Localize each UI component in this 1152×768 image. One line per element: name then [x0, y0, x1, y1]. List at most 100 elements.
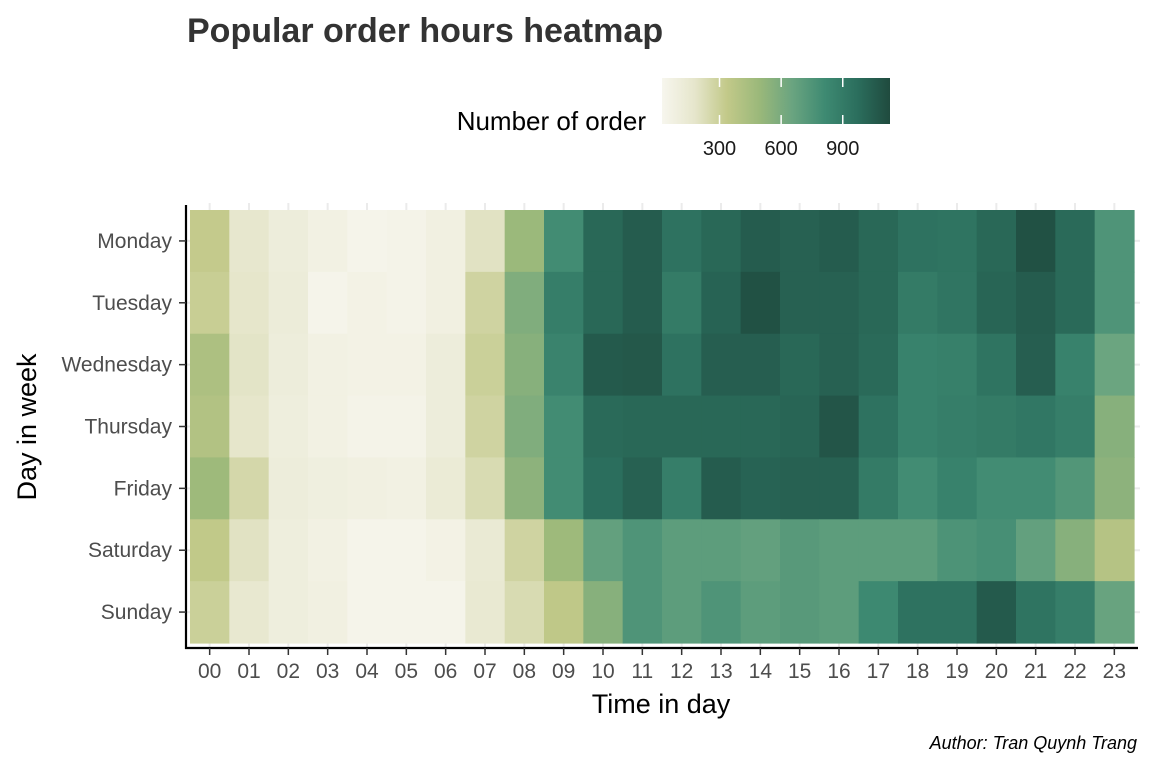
x-tick-label: 02 [277, 660, 300, 683]
heatmap-cell [583, 581, 624, 644]
heatmap-cell [701, 581, 742, 644]
heatmap-cell [268, 210, 309, 273]
heatmap-cell [1094, 395, 1135, 459]
heatmap-cell [780, 395, 820, 459]
x-axis-title: Time in day [592, 689, 731, 719]
heatmap-cell [544, 581, 584, 644]
heatmap-cell [504, 519, 545, 582]
heatmap-cell [976, 457, 1017, 520]
x-tick-label: 09 [552, 660, 575, 683]
heatmap-cell [308, 457, 348, 520]
heatmap-cell [426, 210, 466, 273]
heatmap-cell [858, 395, 899, 459]
x-tick-label: 23 [1103, 660, 1126, 683]
heatmap-cell [308, 333, 348, 397]
heatmap-cell [662, 333, 702, 397]
heatmap-cell [701, 333, 742, 397]
heatmap-cell [662, 581, 702, 644]
heatmap-cell [268, 581, 309, 644]
legend-tick-label: 900 [826, 138, 859, 160]
heatmap-cell [780, 210, 820, 273]
heatmap-cell [308, 519, 348, 582]
heatmap-cell [229, 457, 270, 520]
heatmap-cell [504, 210, 545, 273]
heatmap-cell [858, 581, 899, 644]
x-tick-label: 13 [709, 660, 732, 683]
heatmap-cell [740, 581, 781, 644]
heatmap-cell [347, 271, 388, 335]
x-tick-label: 00 [198, 660, 221, 683]
heatmap-cell [976, 271, 1017, 335]
heatmap-cell [858, 210, 899, 273]
heatmap-cell [740, 271, 781, 335]
y-axis-title: Day in week [12, 353, 42, 501]
heatmap-cell [858, 457, 899, 520]
heatmap-cell [544, 210, 584, 273]
heatmap-cell [190, 395, 230, 459]
heatmap-cell [268, 457, 309, 520]
heatmap-cell [740, 210, 781, 273]
heatmap-cell [976, 581, 1017, 644]
heatmap-cell [898, 210, 938, 273]
heatmap-cell [190, 581, 230, 644]
heatmap-cell [662, 395, 702, 459]
heatmap-cell [858, 519, 899, 582]
heatmap-cell [740, 457, 781, 520]
heatmap-cell [583, 333, 624, 397]
legend-tick-label: 600 [764, 138, 797, 160]
x-tick-label: 12 [670, 660, 693, 683]
chart-title: Popular order hours heatmap [187, 12, 663, 50]
heatmap-cell [662, 457, 702, 520]
x-tick-label: 03 [316, 660, 339, 683]
heatmap-cell [1055, 457, 1096, 520]
heatmap-cell [1055, 519, 1096, 582]
x-tick-label: 15 [788, 660, 811, 683]
heatmap-cell [898, 581, 938, 644]
heatmap-cell [780, 457, 820, 520]
heatmap-cell [740, 333, 781, 397]
heatmap-cell [819, 395, 860, 459]
heatmap-cell [1016, 581, 1056, 644]
heatmap-cell [229, 519, 270, 582]
heatmap-cell [190, 519, 230, 582]
y-axis-ticks: Monday Tuesday Wednesday Thursday Friday Satu… [61, 230, 186, 624]
heatmap-cell [898, 271, 938, 335]
heatmap-cell [1094, 519, 1135, 582]
heatmap-cell [229, 271, 270, 335]
x-tick-label: 19 [945, 660, 968, 683]
heatmap-cell [544, 271, 584, 335]
heatmap-cell [583, 457, 624, 520]
heatmap-cell [465, 333, 506, 397]
heatmap-cell [544, 519, 584, 582]
heatmap-cell [622, 395, 663, 459]
heatmap-cell [937, 210, 978, 273]
heatmap-cell [622, 581, 663, 644]
x-tick-label: 16 [827, 660, 850, 683]
heatmap-cell [1055, 395, 1096, 459]
heatmap-cell [622, 333, 663, 397]
heatmap-cell [465, 581, 506, 644]
heatmap-cell [740, 519, 781, 582]
heatmap-cell [898, 395, 938, 459]
heatmap-cell [701, 395, 742, 459]
heatmap-cell [268, 395, 309, 459]
x-tick-label: 20 [985, 660, 1008, 683]
heatmap-cell [308, 210, 348, 273]
heatmap-cell [819, 271, 860, 335]
heatmap-cell [819, 519, 860, 582]
heatmap-cell [819, 581, 860, 644]
heatmap-cell [1016, 457, 1056, 520]
y-tick-label: Tuesday [92, 292, 172, 315]
x-axis-ticks: 00 01 02 03 04 05 06 07 08 09 10 11 12 13 14 15 16 17 18 19… [198, 648, 1126, 683]
heatmap-cell [662, 210, 702, 273]
heatmap-cell [465, 457, 506, 520]
heatmap-cell [819, 457, 860, 520]
x-tick-label: 14 [749, 660, 773, 683]
heatmap-cell [1055, 333, 1096, 397]
heatmap-cell [465, 271, 506, 335]
heatmap-cell [976, 333, 1017, 397]
heatmap-cell [229, 333, 270, 397]
x-tick-label: 11 [631, 660, 653, 683]
heatmap-cell [701, 271, 742, 335]
